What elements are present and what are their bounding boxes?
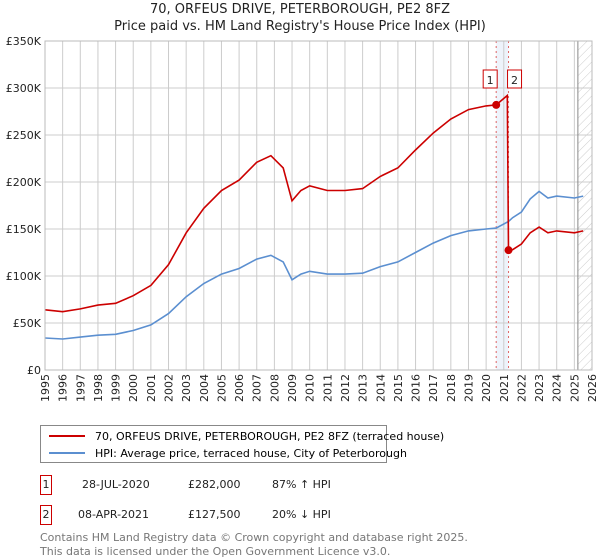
- forecast-hatch: [577, 41, 592, 370]
- y-tick-label: £250K: [6, 129, 42, 142]
- legend-swatch-property: [49, 435, 85, 437]
- x-tick-label: 2008: [268, 374, 281, 402]
- x-tick-label: 2003: [180, 374, 193, 402]
- x-tick-label: 2007: [251, 374, 264, 402]
- sale-date: 08-APR-2021: [78, 508, 150, 521]
- y-tick-label: £200K: [6, 176, 42, 189]
- y-tick-label: £150K: [6, 223, 42, 236]
- y-tick-label: £0: [27, 364, 41, 377]
- sale-point: [504, 246, 513, 255]
- x-tick-label: 2005: [215, 374, 228, 402]
- sale-price: £127,500: [188, 508, 241, 521]
- x-tick-label: 2020: [480, 374, 493, 402]
- sale-date: 28-JUL-2020: [82, 478, 150, 491]
- x-tick-label: 2017: [427, 374, 440, 402]
- x-tick-label: 2021: [498, 374, 511, 402]
- property-price-line: [44, 93, 584, 313]
- y-tick-label: £50K: [13, 317, 42, 330]
- sale-point: [492, 100, 501, 109]
- x-tick-label: 2013: [357, 374, 370, 402]
- x-tick-label: 1995: [39, 374, 52, 402]
- x-tick-label: 2011: [321, 374, 334, 402]
- x-tick-label: 2022: [515, 374, 528, 402]
- sale-label: 1: [487, 74, 494, 87]
- x-tick-label: 2010: [304, 374, 317, 402]
- x-tick-label: 2016: [410, 374, 423, 402]
- chart-title: 70, ORFEUS DRIVE, PETERBOROUGH, PE2 8FZ: [149, 2, 451, 17]
- legend-label-property: 70, ORFEUS DRIVE, PETERBOROUGH, PE2 8FZ …: [95, 429, 445, 443]
- hpi-line: [44, 190, 584, 340]
- sale-hpi: 87% ↑ HPI: [272, 478, 331, 491]
- x-tick-label: 2015: [392, 374, 405, 402]
- y-tick-label: £300K: [6, 82, 42, 95]
- x-tick-label: 1998: [92, 374, 105, 402]
- footer-copyright: Contains HM Land Registry data © Crown c…: [40, 531, 468, 544]
- y-tick-label: £350K: [6, 35, 42, 48]
- x-tick-label: 2006: [233, 374, 246, 402]
- x-tick-label: 1997: [74, 374, 87, 402]
- x-tick-label: 2023: [533, 374, 546, 402]
- x-tick-label: 2024: [551, 374, 564, 402]
- sale-period-band: [496, 41, 509, 370]
- y-tick-label: £100K: [6, 270, 42, 283]
- plot-frame: [44, 40, 593, 371]
- x-tick-label: 2004: [198, 374, 211, 402]
- legend-label-hpi: HPI: Average price, terraced house, City…: [95, 446, 407, 460]
- x-tick-label: 2002: [163, 374, 176, 402]
- sale-price: £282,000: [188, 478, 241, 491]
- footer-licence: This data is licensed under the Open Gov…: [40, 545, 391, 558]
- x-tick-label: 2019: [462, 374, 475, 402]
- sale-badge: 1: [40, 475, 52, 495]
- legend-swatch-hpi: [49, 452, 85, 454]
- x-tick-label: 2009: [286, 374, 299, 402]
- x-tick-label: 2026: [586, 374, 599, 402]
- x-tick-label: 2000: [127, 374, 140, 402]
- x-tick-label: 1996: [57, 374, 70, 402]
- x-tick-label: 1999: [110, 374, 123, 402]
- sale-label-box: [482, 69, 498, 89]
- x-tick-label: 2018: [445, 374, 458, 402]
- legend: 70, ORFEUS DRIVE, PETERBOROUGH, PE2 8FZ …: [40, 425, 444, 463]
- sale-label-box: [507, 69, 523, 89]
- x-tick-label: 2014: [374, 374, 387, 402]
- chart-subtitle: Price paid vs. HM Land Registry's House …: [114, 19, 486, 34]
- sale-badge: 2: [40, 505, 52, 525]
- x-tick-label: 2025: [568, 374, 581, 402]
- price-chart: 1995 1996 1997 1998 1999 2000 2001 2002 2003 2004…: [6, 35, 599, 402]
- x-tick-label: 2001: [145, 374, 158, 402]
- sale-hpi: 20% ↓ HPI: [272, 508, 331, 521]
- sale-label: 2: [511, 74, 518, 87]
- x-tick-label: 2012: [339, 374, 352, 402]
